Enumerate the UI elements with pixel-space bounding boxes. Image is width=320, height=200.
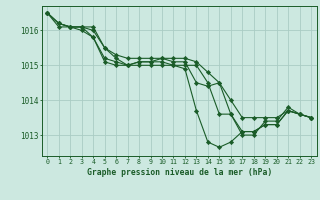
- X-axis label: Graphe pression niveau de la mer (hPa): Graphe pression niveau de la mer (hPa): [87, 168, 272, 177]
